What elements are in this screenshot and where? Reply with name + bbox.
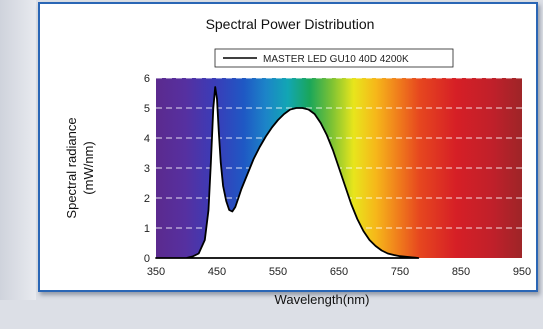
y-tick-labels: 0 1 2 3 4 5 6 bbox=[144, 73, 150, 265]
x-tick-labels: 350 450 550 650 750 850 950 bbox=[147, 266, 531, 278]
x-tick-label-350: 350 bbox=[147, 266, 165, 278]
x-tick-label-750: 750 bbox=[391, 266, 409, 278]
y-tick-label-5: 5 bbox=[144, 103, 150, 115]
legend-entry: MASTER LED GU10 40D 4200K bbox=[263, 54, 409, 65]
legend: MASTER LED GU10 40D 4200K bbox=[214, 48, 454, 68]
x-axis-label: Wavelength(nm) bbox=[275, 292, 370, 307]
y-tick-label-0: 0 bbox=[144, 253, 150, 265]
legend-box bbox=[214, 48, 454, 68]
chart-title: Spectral Power Distribution bbox=[206, 16, 375, 32]
x-tick-label-450: 450 bbox=[208, 266, 226, 278]
spectral-curve-area bbox=[155, 86, 420, 259]
y-axis-label-line2: (mW/nm) bbox=[81, 141, 96, 194]
left-sidebar-strip bbox=[0, 0, 36, 300]
x-tick-label-650: 650 bbox=[330, 266, 348, 278]
y-tick-label-6: 6 bbox=[144, 73, 150, 85]
y-axis-label-line1: Spectral radiance bbox=[64, 117, 79, 218]
y-tick-label-4: 4 bbox=[144, 133, 150, 145]
y-tick-label-2: 2 bbox=[144, 193, 150, 205]
y-tick-label-1: 1 bbox=[144, 223, 150, 235]
x-tick-label-850: 850 bbox=[452, 266, 470, 278]
y-tick-label-3: 3 bbox=[144, 163, 150, 175]
x-tick-label-950: 950 bbox=[513, 266, 531, 278]
x-tick-label-550: 550 bbox=[269, 266, 287, 278]
